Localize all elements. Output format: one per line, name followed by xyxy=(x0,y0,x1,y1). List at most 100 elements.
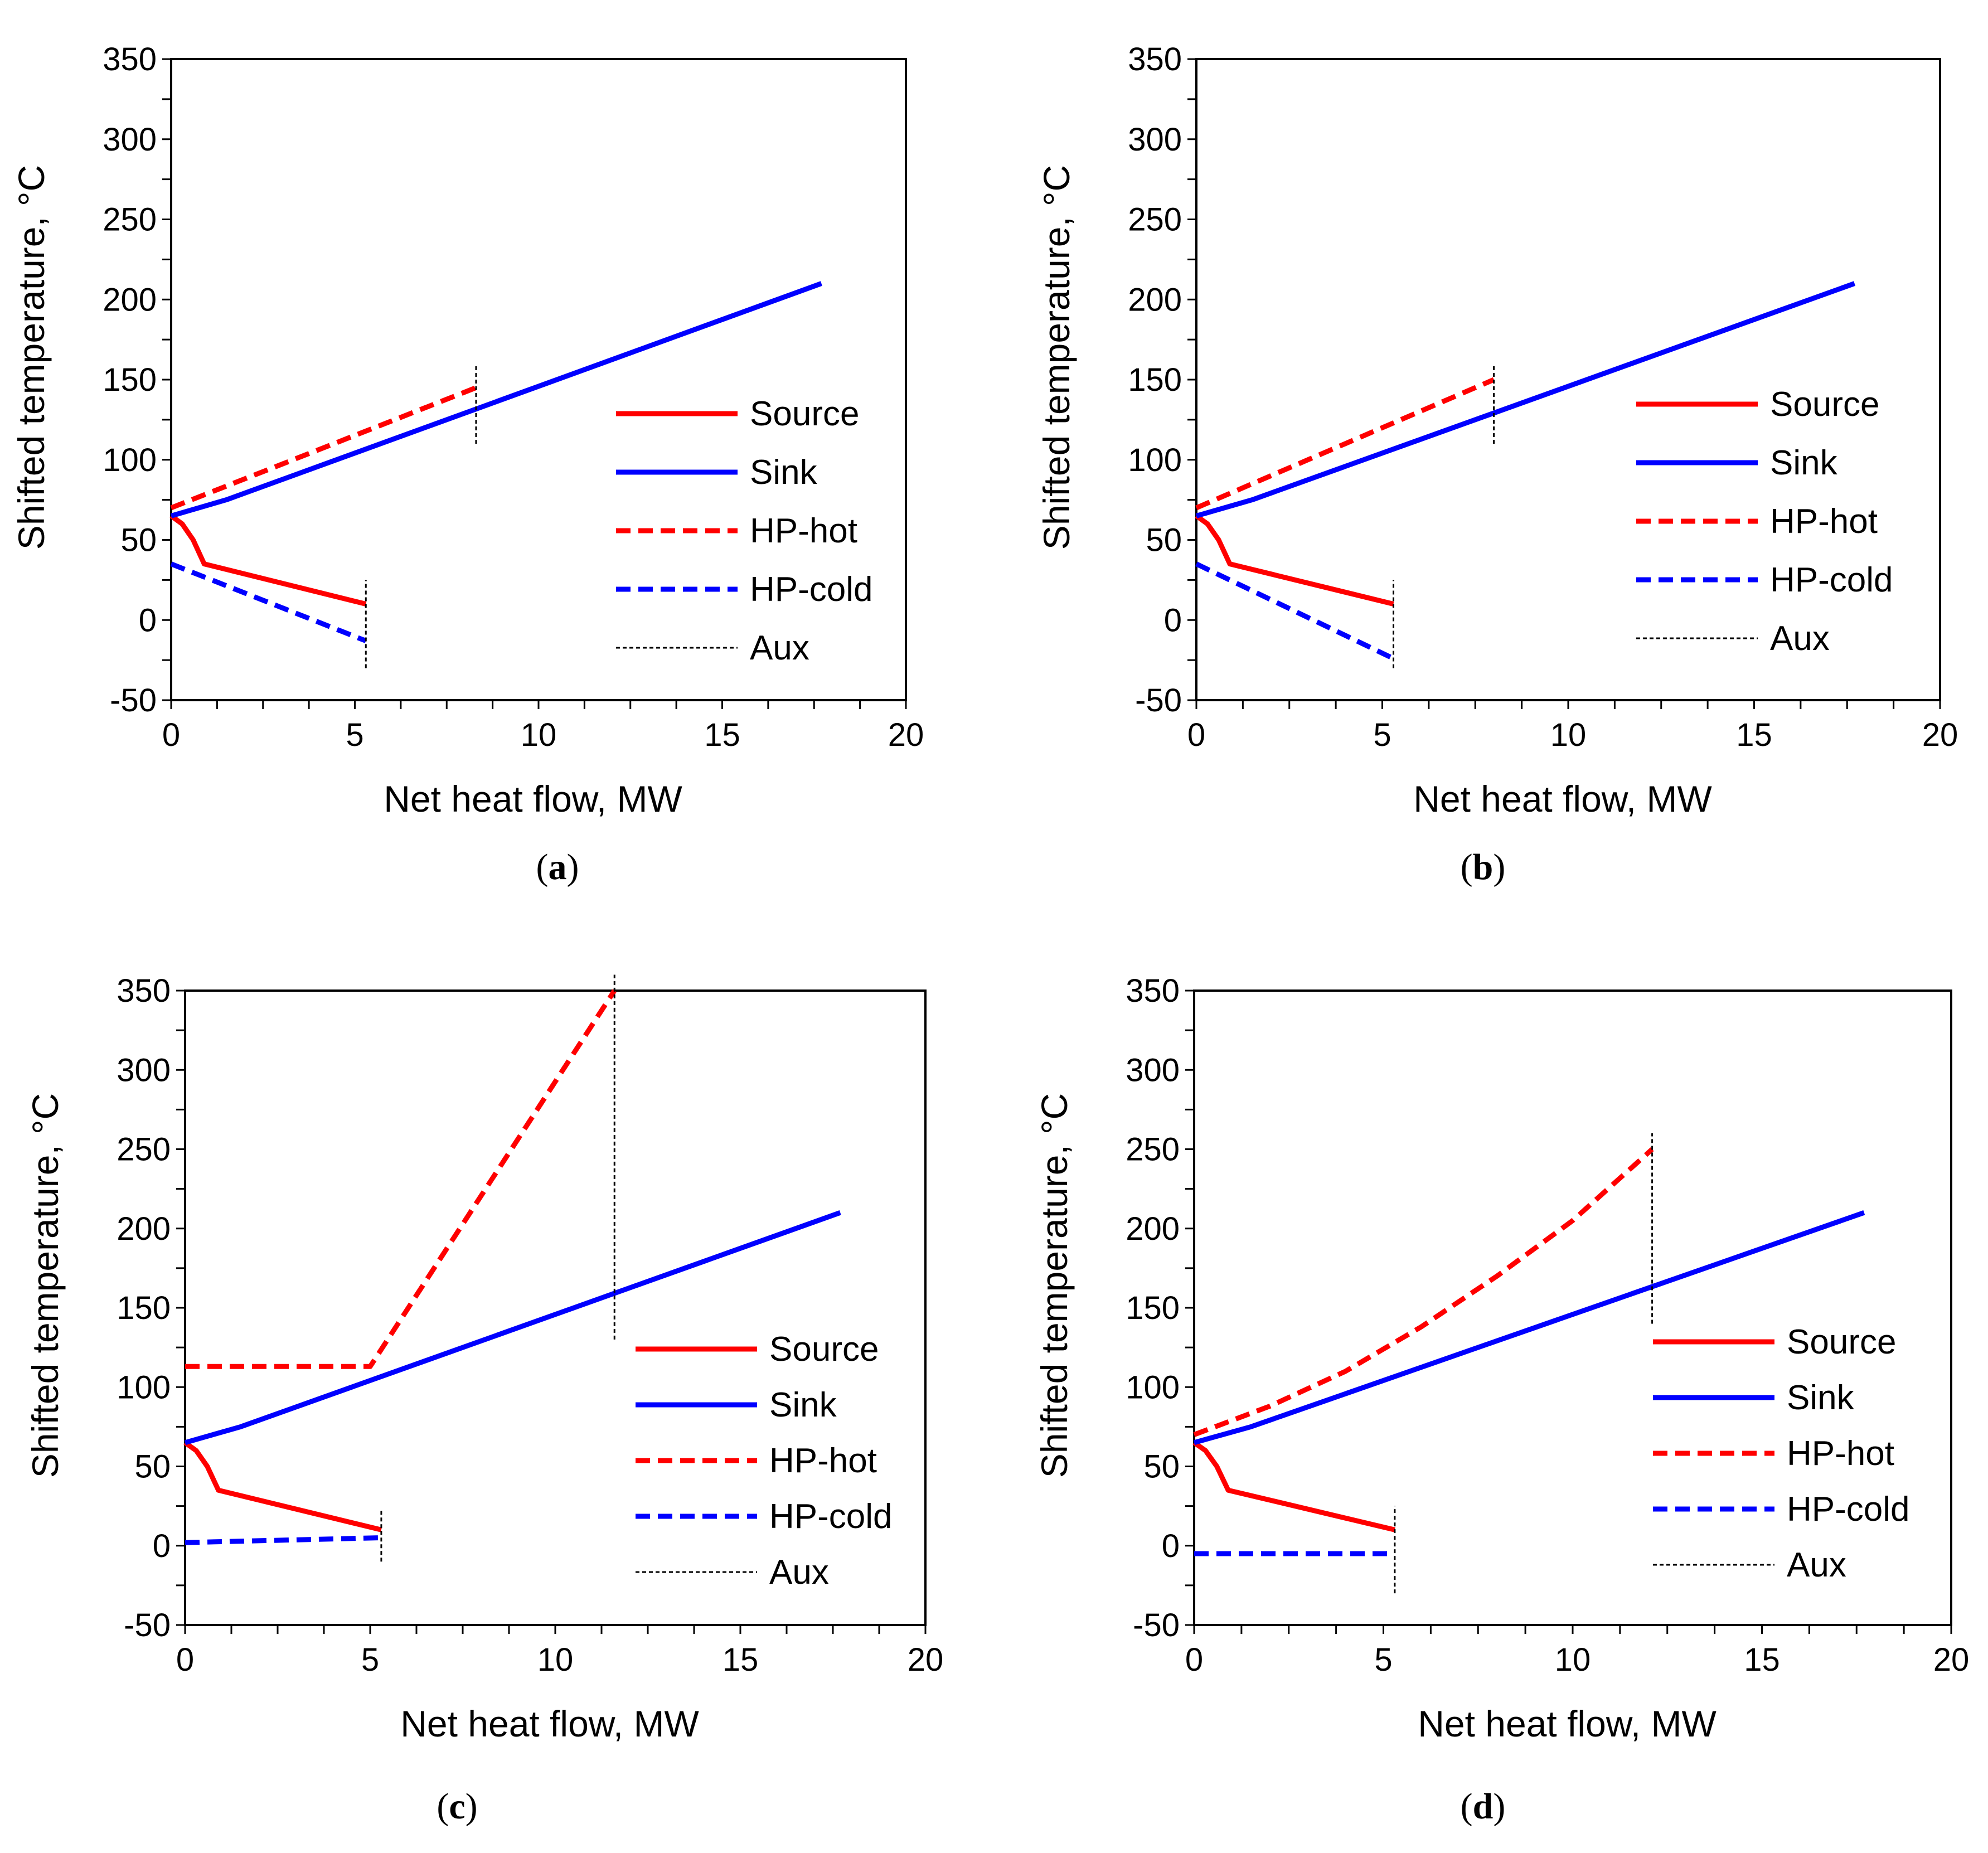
y-tick-label: 50 xyxy=(1143,1449,1180,1485)
series-source-line xyxy=(1192,1440,1395,1532)
legend: Source Sink HP-hot HP-cold Aux xyxy=(616,395,873,667)
y-tick-label: 300 xyxy=(103,122,157,158)
y-tick-label: 100 xyxy=(117,1369,171,1405)
x-tick-label: 10 xyxy=(537,1642,574,1678)
y-tick-label: 350 xyxy=(1128,41,1182,77)
plot-frame xyxy=(1193,989,1952,1626)
y-tick-label: -50 xyxy=(124,1607,171,1643)
x-tick-label: 20 xyxy=(908,1642,944,1678)
y-tick-label: 200 xyxy=(103,282,157,318)
y-tick-label: 100 xyxy=(1128,442,1182,478)
plot-frame xyxy=(1195,58,1941,701)
y-tick-label: 300 xyxy=(117,1052,171,1088)
y-tick-label: 250 xyxy=(1126,1132,1180,1168)
y-tick-label: 350 xyxy=(117,973,171,1009)
legend-label-hp-hot: HP-hot xyxy=(769,1442,877,1480)
legend-label-aux: Aux xyxy=(1770,619,1830,658)
series-hp-cold-line xyxy=(185,1535,382,1545)
y-tick-label: 50 xyxy=(120,522,157,559)
y-tick-label: 300 xyxy=(1126,1052,1180,1088)
y-tick-label: 350 xyxy=(1126,973,1180,1009)
x-axis-title: Net heat flow, MW xyxy=(384,778,682,819)
legend-label-source: Source xyxy=(750,395,859,433)
series-sink-line xyxy=(1195,281,1856,518)
x-tick-label: 10 xyxy=(1550,717,1587,753)
legend-label-source: Source xyxy=(769,1330,879,1369)
y-axis-title: Shifted temperature, °C xyxy=(1036,165,1077,550)
legend-label-hp-hot: HP-hot xyxy=(1787,1434,1894,1473)
series-hp-hot-line xyxy=(1193,1147,1654,1437)
panel-letter: b xyxy=(1473,847,1494,887)
series-source-line xyxy=(169,513,367,607)
legend-label-source: Source xyxy=(1787,1323,1896,1361)
legend-label-hp-cold: HP-cold xyxy=(1770,561,1893,599)
legend-label-hp-cold: HP-cold xyxy=(750,570,873,609)
panel-caption: (c) xyxy=(437,1786,477,1827)
x-tick-label: 0 xyxy=(1187,717,1205,753)
y-tick-label: 150 xyxy=(1126,1290,1180,1326)
legend: Source Sink HP-hot HP-cold Aux xyxy=(636,1330,893,1592)
panel-letter: a xyxy=(549,847,567,887)
legend-label-aux: Aux xyxy=(1787,1546,1846,1584)
series-hp-cold-line xyxy=(170,561,367,643)
y-tick-label: 50 xyxy=(1146,522,1182,559)
legend-label-hp-hot: HP-hot xyxy=(750,512,857,550)
x-tick-label: 10 xyxy=(521,717,557,753)
x-tick-label: 15 xyxy=(723,1642,759,1678)
y-tick-label: 0 xyxy=(1162,1528,1180,1564)
y-tick-label: -50 xyxy=(1133,1607,1180,1643)
x-tick-label: 0 xyxy=(1185,1642,1203,1678)
legend-label-source: Source xyxy=(1770,385,1879,424)
x-tick-label: 20 xyxy=(888,717,924,753)
x-tick-label: 10 xyxy=(1555,1642,1591,1678)
series-hp-cold-line xyxy=(1195,561,1395,661)
series-hp-hot-line xyxy=(1195,377,1495,511)
series-sink-line xyxy=(170,281,822,518)
y-tick-label: 0 xyxy=(139,602,157,638)
x-tick-label: 5 xyxy=(361,1642,379,1678)
series-source-line xyxy=(183,1440,382,1532)
y-tick-label: 200 xyxy=(1126,1211,1180,1247)
y-tick-label: 150 xyxy=(117,1290,171,1326)
x-tick-label: 5 xyxy=(1374,1642,1392,1678)
y-tick-label: -50 xyxy=(110,682,157,719)
y-axis-title: Shifted temperature, °C xyxy=(11,165,52,550)
panel-letter: c xyxy=(449,1786,465,1827)
x-axis-title: Net heat flow, MW xyxy=(1413,778,1712,819)
x-tick-label: 0 xyxy=(162,717,180,753)
legend-label-sink: Sink xyxy=(750,453,818,492)
y-tick-label: 350 xyxy=(103,41,157,77)
legend-label-sink: Sink xyxy=(1787,1379,1855,1417)
legend: Source Sink HP-hot HP-cold Aux xyxy=(1653,1323,1910,1584)
panel-letter: d xyxy=(1473,1786,1494,1827)
y-tick-label: 100 xyxy=(1126,1369,1180,1405)
x-tick-label: 15 xyxy=(704,717,740,753)
y-tick-label: 150 xyxy=(103,362,157,398)
series-source-line xyxy=(1195,513,1394,607)
y-axis-title: Shifted temperature, °C xyxy=(1034,1093,1075,1478)
x-axis-title: Net heat flow, MW xyxy=(400,1703,699,1744)
panel-caption: (a) xyxy=(536,847,579,887)
y-tick-label: 200 xyxy=(1128,282,1182,318)
y-tick-label: -50 xyxy=(1135,682,1182,719)
panel-caption: (b) xyxy=(1461,847,1506,887)
series-sink-line xyxy=(184,1210,841,1445)
legend-label-hp-hot: HP-hot xyxy=(1770,502,1878,541)
y-tick-label: 300 xyxy=(1128,122,1182,158)
legend: Source Sink HP-hot HP-cold Aux xyxy=(1636,385,1893,658)
legend-label-hp-cold: HP-cold xyxy=(1787,1490,1910,1529)
x-tick-label: 20 xyxy=(1933,1642,1970,1678)
y-tick-label: 0 xyxy=(1164,602,1182,638)
x-tick-label: 0 xyxy=(176,1642,194,1678)
y-axis-title: Shifted temperature, °C xyxy=(25,1093,66,1478)
x-tick-label: 5 xyxy=(1373,717,1391,753)
y-tick-label: 0 xyxy=(153,1528,171,1564)
y-tick-label: 250 xyxy=(1128,202,1182,238)
x-tick-label: 5 xyxy=(346,717,363,753)
legend-label-hp-cold: HP-cold xyxy=(769,1497,893,1536)
y-tick-label: 150 xyxy=(1128,362,1182,398)
x-tick-label: 15 xyxy=(1736,717,1772,753)
